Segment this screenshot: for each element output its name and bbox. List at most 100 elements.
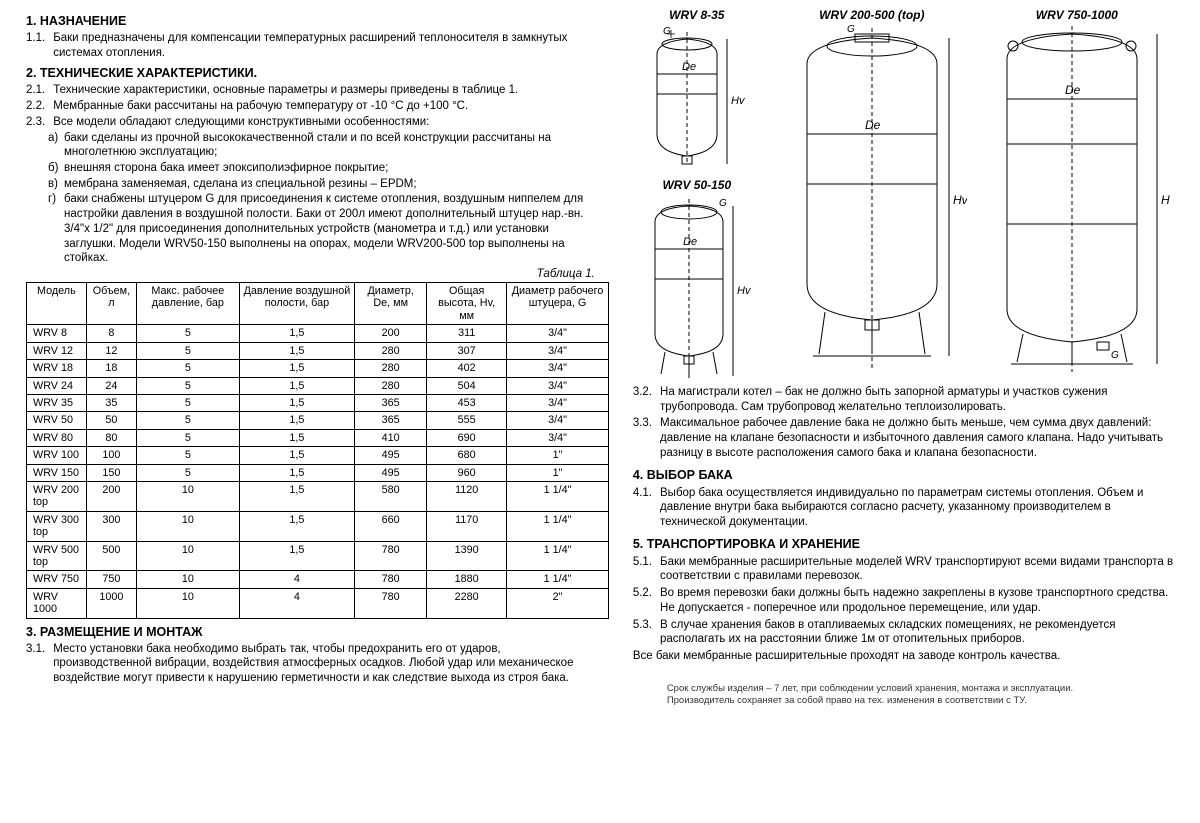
table-cell: 1,5: [239, 481, 355, 511]
txt: Баки предназначены для компенсации темпе…: [53, 31, 600, 60]
table-cell: 200: [355, 325, 427, 342]
table-cell: 1,5: [239, 325, 355, 342]
table-cell: 555: [427, 412, 507, 429]
table-cell: 3/4": [507, 394, 609, 411]
table-cell: 1,5: [239, 541, 355, 571]
table-cell: 504: [427, 377, 507, 394]
diagram-wrv50-150: WRV 50-150 De: [627, 178, 767, 384]
table-row: WRV 181851,52804023/4": [27, 360, 609, 377]
section-4-title: 4. ВЫБОР БАКА: [633, 468, 1180, 482]
table-row: WRV 808051,54106903/4": [27, 429, 609, 446]
table-cell: 495: [355, 464, 427, 481]
table-row: WRV 10010051,54956801": [27, 447, 609, 464]
svg-text:De: De: [683, 236, 697, 248]
table-row: WRV 8851,52003113/4": [27, 325, 609, 342]
diagram-left-col: WRV 8-35 De Hv G: [627, 8, 767, 378]
table-row: WRV 500 top500101,578013901 1/4": [27, 541, 609, 571]
svg-text:G: G: [847, 24, 855, 35]
table-cell: 1,5: [239, 429, 355, 446]
table-cell: 1,5: [239, 342, 355, 359]
th-vol: Объем, л: [86, 283, 136, 325]
table-cell: WRV 12: [27, 342, 87, 359]
th-press: Макс. рабочее давление, бар: [137, 283, 239, 325]
svg-text:H: H: [1161, 193, 1170, 207]
table-cell: 1 1/4": [507, 511, 609, 541]
table-cell: 365: [355, 394, 427, 411]
table-cell: 3/4": [507, 429, 609, 446]
sub-a: а)баки сделаны из прочной высококачестве…: [48, 131, 603, 160]
table-cell: 1880: [427, 571, 507, 588]
table-cell: WRV 300 top: [27, 511, 87, 541]
table-cell: 280: [355, 342, 427, 359]
table-cell: 150: [86, 464, 136, 481]
table-row: WRV 121251,52803073/4": [27, 342, 609, 359]
table-cell: 311: [427, 325, 507, 342]
footer-line-2: Производитель сохраняет за собой право н…: [667, 695, 1180, 707]
table-cell: WRV 50: [27, 412, 87, 429]
para-1-1: 1.1. Баки предназначены для компенсации …: [26, 31, 603, 60]
table-cell: 24: [86, 377, 136, 394]
para-2-3: 2.3. Все модели обладают следующими конс…: [26, 115, 603, 130]
table-cell: 50: [86, 412, 136, 429]
th-g: Диаметр рабочего штуцера, G: [507, 283, 609, 325]
table-cell: 280: [355, 360, 427, 377]
table-cell: 2": [507, 588, 609, 618]
para-3-1: 3.1. Место установки бака необходимо выб…: [26, 642, 603, 686]
table-row: WRV 15015051,54959601": [27, 464, 609, 481]
table-cell: WRV 750: [27, 571, 87, 588]
de-label: De: [682, 61, 696, 73]
table-cell: 1,5: [239, 447, 355, 464]
tank-tall-icon: De H G: [977, 24, 1177, 374]
table-cell: 5: [137, 342, 239, 359]
left-column: 1. НАЗНАЧЕНИЕ 1.1. Баки предназначены дл…: [20, 8, 603, 815]
table-cell: 580: [355, 481, 427, 511]
table-cell: 1,5: [239, 360, 355, 377]
table-cell: 1 1/4": [507, 541, 609, 571]
table-cell: 1000: [86, 588, 136, 618]
svg-text:De: De: [1065, 83, 1081, 97]
table-cell: 10: [137, 571, 239, 588]
table-cell: 10: [137, 511, 239, 541]
table-cell: 1": [507, 464, 609, 481]
th-hv: Общая высота, Hv, мм: [427, 283, 507, 325]
sub-b: б)внешняя сторона бака имеет эпоксиполиэ…: [48, 161, 603, 176]
table-cell: WRV 80: [27, 429, 87, 446]
table-cell: 5: [137, 464, 239, 481]
table-cell: 750: [86, 571, 136, 588]
table-cell: WRV 200 top: [27, 481, 87, 511]
table-cell: 1,5: [239, 394, 355, 411]
table-cell: 402: [427, 360, 507, 377]
table-body: WRV 8851,52003113/4"WRV 121251,52803073/…: [27, 325, 609, 618]
spec-table: Модель Объем, л Макс. рабочее давление, …: [26, 282, 609, 619]
diagrams-area: WRV 8-35 De Hv G: [627, 8, 1180, 378]
table-cell: 365: [355, 412, 427, 429]
table-cell: WRV 100: [27, 447, 87, 464]
para-5-3: 5.3. В случае хранения баков в отапливае…: [633, 618, 1180, 647]
table-cell: 3/4": [507, 325, 609, 342]
num: 1.1.: [26, 31, 50, 46]
table-cell: 4: [239, 588, 355, 618]
table-row: WRV 300 top300101,566011701 1/4": [27, 511, 609, 541]
table-cell: 5: [137, 429, 239, 446]
diagram-wrv750-1000: WRV 750-1000: [977, 8, 1177, 378]
table-cell: 307: [427, 342, 507, 359]
table-row: WRV 353551,53654533/4": [27, 394, 609, 411]
table-cell: 8: [86, 325, 136, 342]
table-cell: 495: [355, 447, 427, 464]
table-caption: Таблица 1.: [20, 268, 595, 280]
section-3-title: 3. РАЗМЕЩЕНИЕ И МОНТАЖ: [26, 625, 603, 639]
th-de: Диаметр, De, мм: [355, 283, 427, 325]
table-cell: 1": [507, 447, 609, 464]
diagram-wrv200-500: WRV 200-500 (top) De: [777, 8, 967, 378]
table-cell: 80: [86, 429, 136, 446]
table-cell: WRV 150: [27, 464, 87, 481]
table-cell: 410: [355, 429, 427, 446]
table-cell: 100: [86, 447, 136, 464]
para-3-3: 3.3. Максимальное рабочее давление бака …: [633, 416, 1180, 460]
table-cell: 1120: [427, 481, 507, 511]
section-2-title: 2. ТЕХНИЧЕСКИЕ ХАРАКТЕРИСТИКИ.: [26, 66, 603, 80]
table-cell: 780: [355, 588, 427, 618]
section-5-title: 5. ТРАНСПОРТИРОВКА И ХРАНЕНИЕ: [633, 537, 1180, 551]
table-cell: 3/4": [507, 342, 609, 359]
table-cell: 5: [137, 394, 239, 411]
